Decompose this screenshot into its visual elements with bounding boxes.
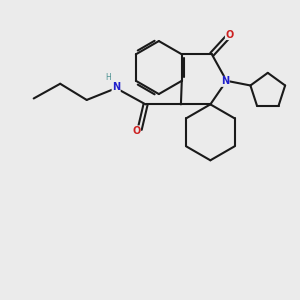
Text: H: H — [105, 74, 111, 82]
Text: O: O — [132, 126, 140, 136]
Text: N: N — [221, 76, 229, 86]
Text: O: O — [225, 30, 234, 40]
Text: N: N — [112, 82, 120, 92]
